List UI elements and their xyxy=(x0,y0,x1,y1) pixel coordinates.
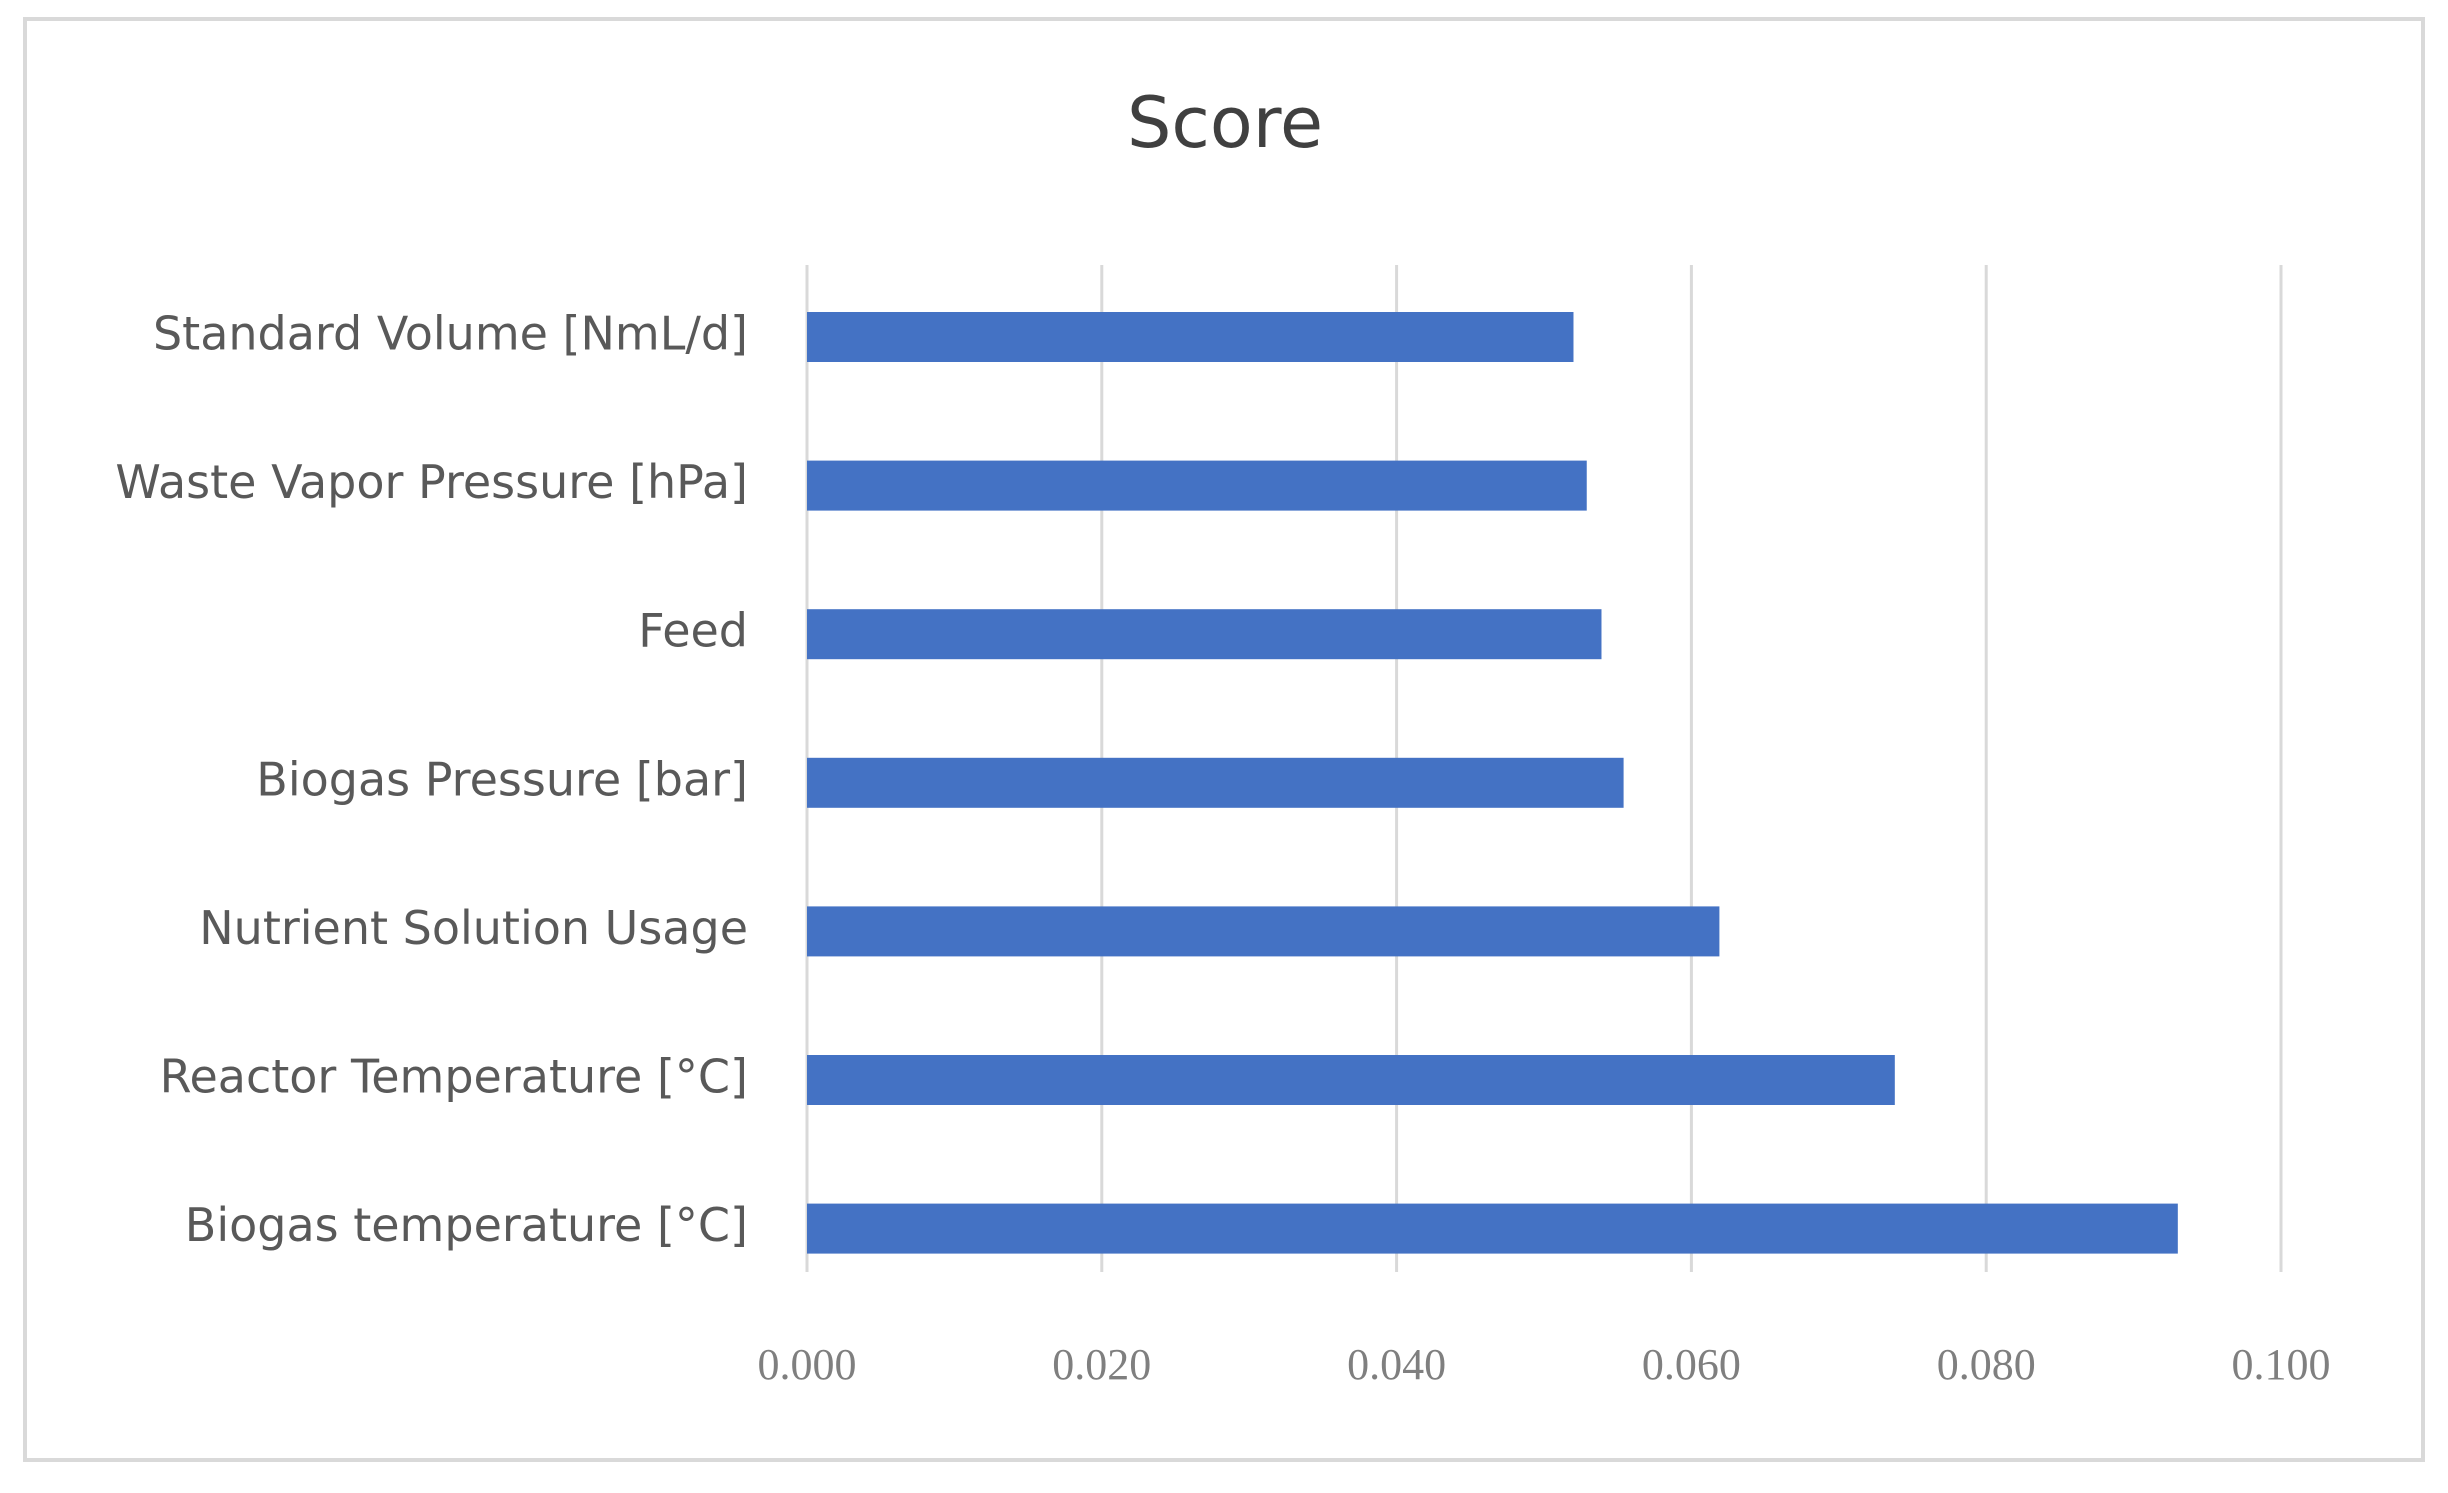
y-tick-label: Nutrient Solution Usage xyxy=(199,901,748,955)
y-tick-label: Feed xyxy=(638,604,748,658)
x-tick-label: 0.000 xyxy=(758,1340,857,1389)
y-tick-label: Waste Vapor Pressure [hPa] xyxy=(115,455,748,509)
bar xyxy=(807,460,1587,511)
bar xyxy=(807,1055,1895,1105)
y-tick-label: Reactor Temperature [°C] xyxy=(160,1050,748,1104)
bar xyxy=(807,1203,2178,1254)
y-tick-label: Biogas Pressure [bar] xyxy=(256,752,748,806)
x-tick-label: 0.060 xyxy=(1642,1340,1741,1389)
y-tick-label: Standard Volume [NmL/d] xyxy=(153,307,748,361)
bar xyxy=(807,312,1574,362)
x-tick-label: 0.040 xyxy=(1347,1340,1446,1389)
x-tick-label: 0.020 xyxy=(1052,1340,1151,1389)
bar xyxy=(807,906,1720,957)
bar xyxy=(807,609,1602,660)
y-tick-label: Biogas temperature [°C] xyxy=(185,1198,748,1252)
x-tick-label: 0.100 xyxy=(2232,1340,2331,1389)
chart-title: Score xyxy=(1127,82,1323,164)
x-tick-label: 0.080 xyxy=(1937,1340,2036,1389)
bar xyxy=(807,757,1624,808)
